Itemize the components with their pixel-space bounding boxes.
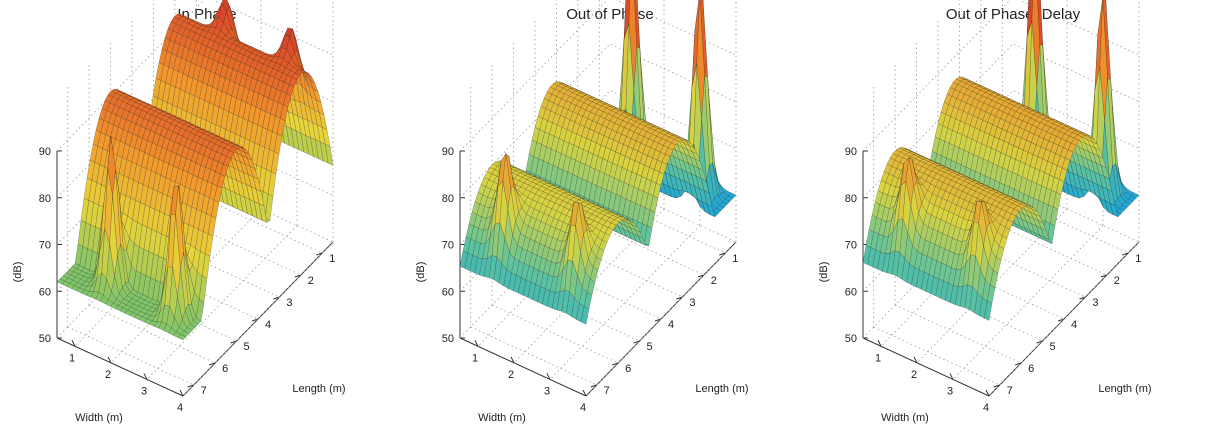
z-axis-label: (dB) (12, 262, 24, 283)
width-axis-line (56, 337, 184, 397)
y-tick-label: 5 (244, 341, 250, 353)
y-tick-label: 2 (711, 275, 717, 287)
x-axis-label: Width (m) (881, 412, 929, 424)
y-tick-label: 4 (668, 319, 674, 331)
x-tick-label: 3 (947, 385, 953, 397)
chart-title: Out of Phase, Delay (946, 6, 1081, 23)
z-tick-label: 90 (39, 146, 51, 158)
z-axis-label: (dB) (818, 262, 830, 283)
y-tick-label: 1 (329, 253, 335, 265)
x-tick-label: 1 (69, 352, 75, 364)
surface-mesh (862, 0, 1140, 321)
x-tick-label: 4 (177, 402, 183, 414)
y-tick-label: 1 (1135, 253, 1141, 265)
z-tick-label: 80 (39, 193, 51, 205)
y-tick-label: 4 (265, 319, 271, 331)
y-tick-label: 6 (625, 363, 631, 375)
x-tick-label: 1 (875, 352, 881, 364)
x-tick-label: 1 (472, 352, 478, 364)
z-tick-label: 70 (39, 240, 51, 252)
surface-plot-out-of-phase-delay: 50 60 70 80 90 1 2 3 4 1 2 3 4 5 6 7 Out of Phase, Delay… (818, 0, 1152, 424)
y-axis-label: Length (m) (1098, 383, 1151, 395)
x-tick-label: 2 (105, 369, 111, 381)
y-tick-label: 7 (1007, 385, 1013, 397)
x-axis-label: Width (m) (75, 412, 123, 424)
z-axis-label: (dB) (415, 262, 427, 283)
x-tick-label: 4 (580, 402, 586, 414)
y-tick-label: 7 (201, 385, 207, 397)
z-tick-label: 60 (442, 286, 454, 298)
y-tick-label: 2 (308, 275, 314, 287)
z-tick-label: 80 (442, 193, 454, 205)
z-tick-label: 70 (845, 240, 857, 252)
x-tick-label: 3 (141, 385, 147, 397)
surface-plot-out-of-phase: 50 60 70 80 90 1 2 3 4 1 2 3 4 5 6 7 Out of Phase (dB) Wid… (415, 0, 749, 424)
y-tick-label: 5 (647, 341, 653, 353)
y-tick-label: 3 (286, 297, 292, 309)
y-tick-label: 6 (1028, 363, 1034, 375)
chart-panel-in-phase: 50 60 70 80 90 1 2 3 4 1 2 3 4 5 6 7 In Phase (dB) Width (… (0, 0, 403, 432)
z-tick-label: 60 (39, 286, 51, 298)
z-tick-label: 50 (845, 333, 857, 345)
x-tick-label: 4 (983, 402, 989, 414)
y-tick-label: 6 (222, 363, 228, 375)
y-axis-label: Length (m) (292, 383, 345, 395)
surface-mesh (459, 0, 737, 325)
surface-mesh (56, 0, 334, 341)
y-tick-label: 2 (1114, 275, 1120, 287)
y-tick-label: 5 (1050, 341, 1056, 353)
z-tick-label: 70 (442, 240, 454, 252)
x-tick-label: 2 (508, 369, 514, 381)
chart-title: Out of Phase (566, 6, 654, 23)
y-tick-label: 3 (1092, 297, 1098, 309)
y-tick-label: 3 (689, 297, 695, 309)
chart-panel-out-of-phase-delay: 50 60 70 80 90 1 2 3 4 1 2 3 4 5 6 7 Out of Phase, Delay… (806, 0, 1209, 432)
y-tick-label: 1 (732, 253, 738, 265)
z-tick-label: 90 (442, 146, 454, 158)
z-tick-label: 90 (845, 146, 857, 158)
y-tick-label: 4 (1071, 319, 1077, 331)
width-axis-line (459, 337, 587, 397)
x-axis-label: Width (m) (478, 412, 526, 424)
x-tick-label: 2 (911, 369, 917, 381)
z-tick-label: 80 (845, 193, 857, 205)
x-tick-label: 3 (544, 385, 550, 397)
z-tick-label: 50 (39, 333, 51, 345)
y-axis-label: Length (m) (695, 383, 748, 395)
width-axis-line (862, 337, 990, 397)
z-tick-label: 60 (845, 286, 857, 298)
z-tick-label: 50 (442, 333, 454, 345)
y-tick-label: 7 (604, 385, 610, 397)
chart-panel-out-of-phase: 50 60 70 80 90 1 2 3 4 1 2 3 4 5 6 7 Out of Phase (dB) Wid… (403, 0, 806, 432)
